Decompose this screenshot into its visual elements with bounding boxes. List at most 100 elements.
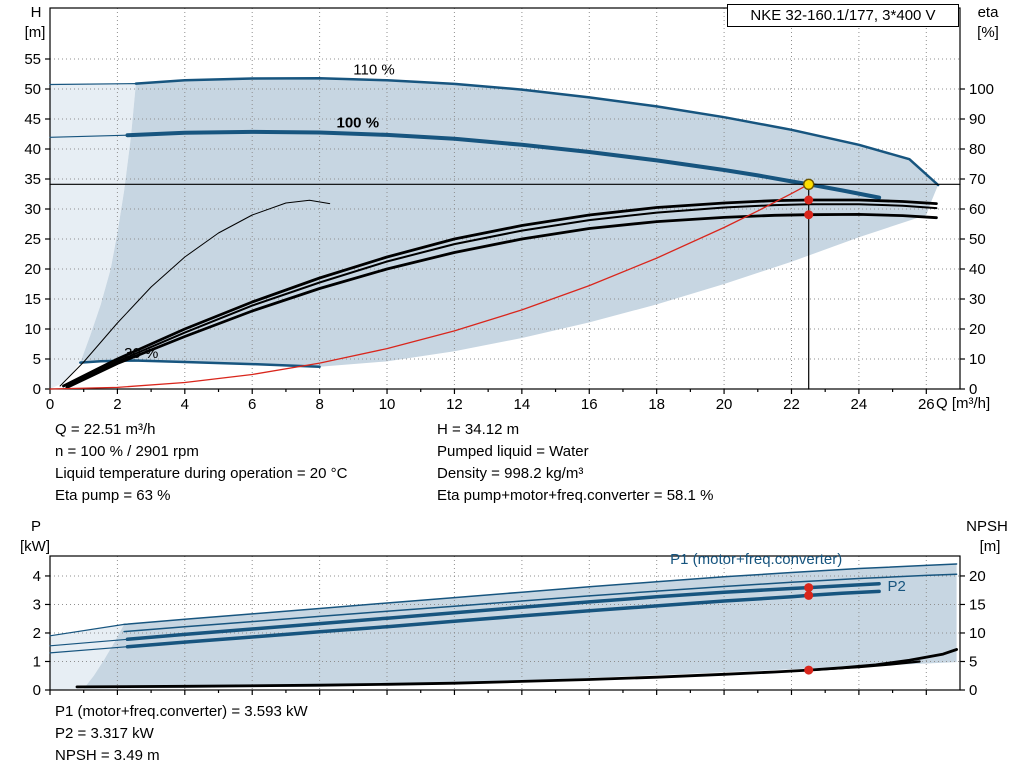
y-left-tick-label: 40 bbox=[24, 141, 41, 158]
x-tick-label: 20 bbox=[716, 396, 733, 413]
curve-label: P2 bbox=[888, 578, 906, 595]
info-density: Density = 998.2 kg/m³ bbox=[437, 465, 584, 482]
info-p2: P2 = 3.317 kW bbox=[55, 725, 154, 742]
y-right-tick-label: 20 bbox=[969, 568, 986, 585]
x-tick-label: 2 bbox=[113, 396, 121, 413]
info-head: H = 34.12 m bbox=[437, 421, 520, 438]
eta-curve-reduced-speed bbox=[59, 199, 331, 387]
p2-point bbox=[804, 590, 814, 600]
p-axis-unit: [kW] bbox=[20, 538, 50, 555]
power-info: P1 (motor+freq.converter) = 3.593 kW P2 … bbox=[55, 701, 308, 767]
curve-110 bbox=[134, 76, 940, 187]
curve-label: P1 (motor+freq.converter) bbox=[670, 551, 842, 568]
y-right-tick-label: 70 bbox=[969, 171, 986, 188]
eta-pump-point bbox=[804, 195, 814, 205]
info-eta-total: Eta pump+motor+freq.converter = 58.1 % bbox=[437, 487, 714, 504]
y-left-tick-label: 20 bbox=[24, 261, 41, 278]
x-tick-label: 14 bbox=[514, 396, 531, 413]
y-right-tick-label: 20 bbox=[969, 321, 986, 338]
y-left-tick-label: 50 bbox=[24, 81, 41, 98]
npsh-curve bbox=[75, 648, 958, 689]
q-axis-title: Q [m³/h] bbox=[936, 395, 991, 412]
curve-100-lead bbox=[49, 134, 129, 138]
y-left-tick-label: 10 bbox=[24, 321, 41, 338]
x-tick-label: 26 bbox=[918, 396, 935, 413]
y-left-tick-label: 2 bbox=[33, 625, 41, 642]
y-right-tick-label: 60 bbox=[969, 201, 986, 218]
duty-point[interactable] bbox=[803, 178, 815, 191]
y-right-tick-label: 15 bbox=[969, 596, 986, 613]
x-tick-label: 22 bbox=[783, 396, 800, 413]
duty-info-right: H = 34.12 m Pumped liquid = Water Densit… bbox=[437, 419, 713, 507]
y-left-tick-label: 55 bbox=[24, 51, 41, 68]
power-envelope bbox=[83, 564, 957, 689]
info-eta-pump: Eta pump = 63 % bbox=[55, 487, 171, 504]
y-left-tick-label: 3 bbox=[33, 596, 41, 613]
y-left-tick-label: 1 bbox=[33, 653, 41, 670]
y-left-tick-label: 4 bbox=[33, 568, 41, 585]
y-right-tick-label: 10 bbox=[969, 351, 986, 368]
x-tick-label: 4 bbox=[181, 396, 189, 413]
x-tick-label: 8 bbox=[315, 396, 323, 413]
y-right-tick-label: 100 bbox=[969, 81, 994, 98]
eta-total-point bbox=[804, 210, 814, 220]
npsh-axis-title: NPSH bbox=[966, 518, 1008, 535]
power-npsh-chart: 0 1 2 3 4 0 5 10 15 20 P1 (motor+freq.converter) P2 bbox=[33, 551, 986, 699]
operating-envelope bbox=[80, 78, 939, 367]
system-curve bbox=[49, 183, 810, 390]
curve-label: 30 % bbox=[124, 345, 158, 362]
p1-110-lead bbox=[49, 623, 125, 637]
y-right-tick-label: 0 bbox=[969, 682, 977, 699]
y-left-tick-label: 35 bbox=[24, 171, 41, 188]
y-right-tick-label: 0 bbox=[969, 381, 977, 398]
curve-30 bbox=[79, 359, 321, 369]
curve-110-lead bbox=[49, 82, 137, 86]
curve-100 bbox=[125, 129, 882, 200]
plot-frame bbox=[49, 555, 961, 691]
y-right-tick-label: 30 bbox=[969, 291, 986, 308]
eta-axis-title: eta bbox=[977, 4, 999, 21]
y-left-tick-label: 30 bbox=[24, 201, 41, 218]
npsh-curve-branch bbox=[807, 660, 921, 672]
y-right-tick-label: 40 bbox=[969, 261, 986, 278]
eta-pump-curve bbox=[62, 198, 938, 388]
y-left-tick-label: 5 bbox=[33, 351, 41, 368]
x-tick-label: 10 bbox=[379, 396, 396, 413]
eta-total-curve bbox=[65, 212, 938, 389]
y-right-tick-label: 80 bbox=[969, 141, 986, 158]
y-left-tick-label: 0 bbox=[33, 682, 41, 699]
h-q-chart: 0510152025303540455055010203040506070809… bbox=[24, 7, 994, 413]
p1-lead bbox=[49, 638, 129, 647]
x-tick-label: 16 bbox=[581, 396, 598, 413]
y-right-tick-label: 50 bbox=[969, 231, 986, 248]
duty-info-left: Q = 22.51 m³/h n = 100 % / 2901 rpm Liqu… bbox=[55, 419, 347, 507]
pump-model-badge: NKE 32-160.1/177, 3*400 V bbox=[727, 4, 959, 27]
npsh-axis-unit: [m] bbox=[979, 538, 1001, 555]
y-left-tick-label: 25 bbox=[24, 231, 41, 248]
curve-label: 110 % bbox=[353, 62, 394, 79]
p1-110-curve bbox=[123, 563, 958, 626]
info-npsh: NPSH = 3.49 m bbox=[55, 747, 160, 764]
info-liquid-temperature: Liquid temperature during operation = 20… bbox=[55, 465, 348, 482]
p1-point bbox=[804, 583, 814, 593]
eta-mid-curve bbox=[65, 203, 938, 388]
y-right-tick-label: 10 bbox=[969, 625, 986, 642]
p2-lead bbox=[49, 646, 129, 654]
info-flow: Q = 22.51 m³/h bbox=[55, 421, 156, 438]
h-axis-title: H bbox=[30, 4, 42, 21]
y-left-tick-label: 15 bbox=[24, 291, 41, 308]
info-p1: P1 (motor+freq.converter) = 3.593 kW bbox=[55, 703, 308, 720]
x-tick-label: 18 bbox=[648, 396, 665, 413]
envelope-light bbox=[50, 83, 136, 389]
npsh-point bbox=[804, 665, 814, 675]
x-tick-label: 12 bbox=[446, 396, 463, 413]
x-tick-label: 24 bbox=[851, 396, 868, 413]
eta-axis-unit: [%] bbox=[977, 24, 999, 41]
h-axis-unit: [m] bbox=[24, 24, 46, 41]
x-tick-label: 6 bbox=[248, 396, 256, 413]
info-pumped-liquid: Pumped liquid = Water bbox=[437, 443, 589, 460]
p2-110-curve bbox=[123, 573, 958, 633]
y-right-tick-label: 90 bbox=[969, 111, 986, 128]
